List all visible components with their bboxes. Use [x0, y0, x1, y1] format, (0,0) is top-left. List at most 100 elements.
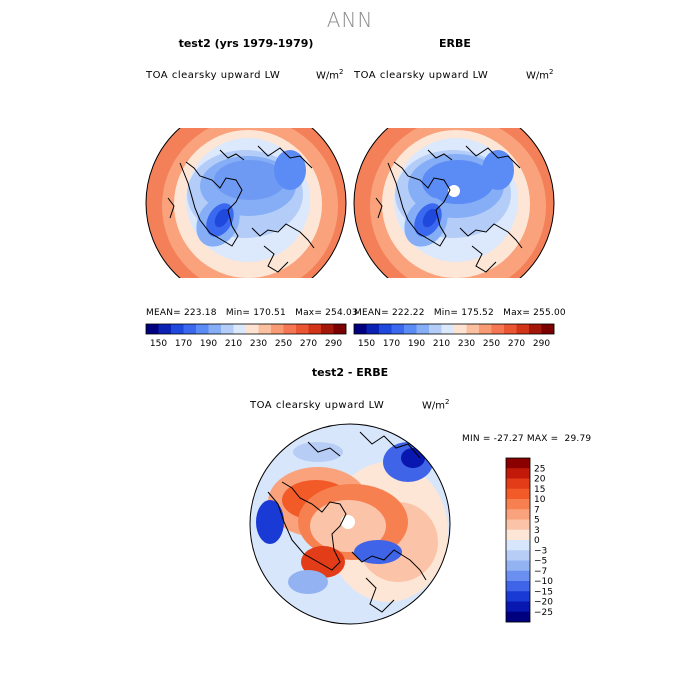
panel3-colorbar-tick-label: −7	[534, 567, 547, 577]
panel1-stats: MEAN= 223.18 Min= 170.51 Max= 254.03	[146, 308, 358, 318]
panel2-colorbar-swatch	[479, 324, 492, 334]
panel3-title: test2 - ERBE	[311, 366, 389, 379]
panel2-colorbar-swatch	[404, 324, 417, 334]
panel2-colorbar-swatch	[516, 324, 530, 334]
panel3-colorbar-swatch	[506, 560, 530, 572]
panel2-colorbar-swatch	[379, 324, 392, 334]
panel3-variable-label: TOA clearsky upward LW	[250, 400, 385, 411]
panel3-stats: MIN = -27.27 MAX = 29.79	[462, 434, 592, 444]
panel1-colorbar-tick-label: 250	[275, 339, 292, 348]
panel1-title: test2 (yrs 1979-1979)	[178, 37, 314, 50]
panel1-units: W/m2	[316, 68, 344, 82]
panel3-colorbar-tick-label: 10	[534, 495, 546, 505]
panel3-colorbar-tick-label: −5	[534, 557, 547, 567]
panel1-colorbar-swatch	[333, 324, 347, 334]
panel1-colorbar-swatch	[221, 324, 234, 334]
panel2-colorbar-swatch	[441, 324, 455, 334]
panel2-colorbar-tick-label: 170	[383, 339, 400, 348]
panel2-colorbar-frame	[353, 323, 555, 335]
panel1-colorbar-swatch	[158, 324, 172, 334]
panel1-colorbar-swatch	[208, 324, 222, 334]
panel2-colorbar-swatch	[541, 324, 555, 334]
panel1-colorbar-swatch	[183, 324, 197, 334]
panel2-colorbar-swatch	[529, 324, 542, 334]
panel3-colorbar-tick-label: 0	[534, 536, 540, 546]
panel3-colorbar-frame	[505, 457, 531, 623]
panel3-colorbar-tick-label: 3	[534, 526, 540, 536]
panel1-colorbar-swatch	[271, 324, 284, 334]
panel1-colorbar-tick-label: 290	[325, 339, 342, 348]
panel3-colorbar-swatch	[506, 601, 530, 613]
panel2-title: ERBE	[439, 37, 471, 50]
panel3-colorbar-tick-label: −20	[534, 598, 553, 608]
panel2-colorbar-swatch	[466, 324, 480, 334]
panel3-colorbar-swatch	[506, 488, 530, 500]
panel1-colorbar-swatch	[308, 324, 322, 334]
panel3-colorbar-tick-label: 7	[534, 505, 540, 515]
panel3-units: W/m2	[422, 398, 450, 412]
panel2-colorbar: 150 170 190 210 230 250 270 290	[353, 323, 555, 348]
panel3-colorbar-swatch	[506, 509, 530, 520]
panel3-colorbar-swatch	[506, 581, 530, 592]
panel1-colorbar-swatch	[321, 324, 334, 334]
panel2-variable-label: TOA clearsky upward LW	[354, 70, 489, 81]
panel1-colorbar-swatch	[196, 324, 209, 334]
panel3-colorbar-tick-label: 20	[534, 475, 546, 485]
panel3-colorbar-swatch	[506, 529, 530, 541]
panel3-colorbar-swatch	[506, 519, 530, 531]
panel3-colorbar-tick-label: 5	[534, 516, 540, 526]
panel1-colorbar-swatch	[146, 324, 159, 334]
panel3-colorbar-swatch	[506, 499, 530, 510]
panel2-colorbar-swatch	[354, 324, 367, 334]
panel2-colorbar-tick-label: 210	[433, 339, 450, 348]
panel2-units: W/m2	[526, 68, 554, 82]
panel1-colorbar-swatch	[258, 324, 272, 334]
panel1-colorbar-tick-label: 190	[200, 339, 217, 348]
panel3-polar-map	[249, 423, 451, 625]
panel2-colorbar-swatch	[504, 324, 517, 334]
panel1-colorbar-frame	[145, 323, 347, 335]
panel3-colorbar-swatch	[506, 611, 530, 623]
panel1-colorbar: 150 170 190 210 230 250 270 290	[145, 323, 347, 348]
panel2-colorbar-swatch	[454, 324, 467, 334]
panel1-colorbar-swatch	[283, 324, 297, 334]
panel2-colorbar-swatch	[416, 324, 430, 334]
panel3-colorbar-swatch	[506, 478, 530, 490]
panel2-colorbar-tick-label: 190	[408, 339, 425, 348]
panel2-colorbar-tick-label: 250	[483, 339, 500, 348]
panel1-variable-label: TOA clearsky upward LW	[146, 70, 281, 81]
panel2-colorbar-tick-label: 290	[533, 339, 550, 348]
panel2-polar-map	[353, 128, 555, 278]
panel3-colorbar-swatch	[506, 468, 530, 479]
panel3-colorbar-tick-label: −3	[534, 546, 547, 556]
panel2-colorbar-swatch	[491, 324, 505, 334]
panel3-colorbar-swatch	[506, 550, 530, 561]
panel1-colorbar-swatch	[171, 324, 184, 334]
panel2-colorbar-swatch	[391, 324, 405, 334]
panel3-colorbar-swatch	[506, 540, 530, 551]
panel3-colorbar-swatch	[506, 591, 530, 602]
panel1-colorbar-swatch	[246, 324, 259, 334]
panel1-colorbar-tick-label: 230	[250, 339, 267, 348]
panel3-colorbar-swatch	[506, 570, 530, 582]
panel1-polar-map	[145, 128, 347, 278]
panel3-colorbar-tick-label: −15	[534, 587, 553, 597]
panel2-colorbar-swatch	[366, 324, 380, 334]
panel1-colorbar-tick-label: 170	[175, 339, 192, 348]
panel2-colorbar-tick-label: 150	[358, 339, 375, 348]
panel2-colorbar-swatch	[429, 324, 442, 334]
panel3-colorbar-tick-label: −10	[534, 577, 553, 587]
panel3-colorbar-tick-label: −25	[534, 608, 553, 618]
panel1-colorbar-tick-label: 270	[300, 339, 317, 348]
page-title: ANN	[326, 8, 374, 32]
panel2-stats: MEAN= 222.22 Min= 175.52 Max= 255.00	[354, 308, 566, 318]
panel1-colorbar-swatch	[296, 324, 309, 334]
panel2-colorbar-tick-label: 230	[458, 339, 475, 348]
panel1-colorbar-tick-label: 210	[225, 339, 242, 348]
panel2-colorbar-tick-label: 270	[508, 339, 525, 348]
panel1-colorbar-tick-label: 150	[150, 339, 167, 348]
panel1-colorbar-swatch	[233, 324, 247, 334]
panel3-colorbar-tick-label: 25	[534, 464, 545, 474]
panel3-colorbar-tick-label: 15	[534, 485, 545, 495]
